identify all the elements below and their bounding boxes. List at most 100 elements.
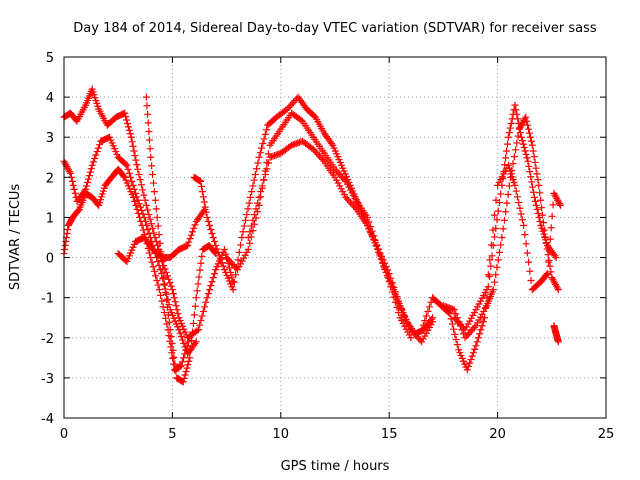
data-point xyxy=(297,116,305,124)
data-point xyxy=(351,204,359,212)
data-point xyxy=(176,329,184,337)
data-point xyxy=(189,328,197,336)
data-point xyxy=(407,334,415,342)
data-point xyxy=(206,286,214,294)
data-point xyxy=(545,256,553,264)
data-point xyxy=(464,330,472,338)
data-point xyxy=(331,165,339,173)
data-point xyxy=(517,133,525,141)
data-point xyxy=(416,336,424,344)
data-point xyxy=(531,197,539,205)
data-point xyxy=(220,246,228,254)
data-point xyxy=(544,251,552,259)
data-point xyxy=(523,154,531,162)
data-point xyxy=(506,124,514,132)
data-point xyxy=(364,213,372,221)
data-point xyxy=(511,181,519,189)
data-point xyxy=(198,252,206,260)
data-point xyxy=(460,324,468,332)
data-point xyxy=(450,306,458,314)
data-point xyxy=(504,140,512,148)
data-point xyxy=(145,229,153,237)
data-point xyxy=(204,217,212,225)
data-point xyxy=(180,374,188,382)
data-point xyxy=(343,195,351,203)
data-point xyxy=(548,212,556,220)
data-point xyxy=(336,170,344,178)
data-point xyxy=(452,315,460,323)
data-point xyxy=(350,202,358,210)
data-point xyxy=(158,297,166,305)
data-point xyxy=(554,286,562,294)
y-tick-label: 4 xyxy=(46,91,54,106)
data-point xyxy=(311,147,319,155)
data-point xyxy=(519,140,527,148)
data-point xyxy=(513,139,521,147)
data-point xyxy=(387,283,395,291)
data-point xyxy=(365,218,373,226)
data-point xyxy=(368,227,376,235)
data-point xyxy=(137,181,145,189)
data-point xyxy=(529,147,537,155)
data-point xyxy=(467,356,475,364)
data-point xyxy=(472,342,480,350)
data-point xyxy=(425,303,433,311)
data-point xyxy=(157,291,165,299)
data-point xyxy=(530,188,538,196)
plot-frame xyxy=(63,56,607,419)
data-point xyxy=(476,330,484,338)
data-point xyxy=(219,262,227,270)
data-point xyxy=(191,302,199,310)
data-point xyxy=(514,132,522,140)
data-point xyxy=(398,305,406,313)
data-point xyxy=(148,258,156,266)
data-point xyxy=(63,229,71,237)
data-point xyxy=(181,371,189,379)
data-point xyxy=(122,160,130,168)
data-point xyxy=(165,275,173,283)
data-point xyxy=(203,294,211,302)
data-point xyxy=(525,162,533,170)
data-point xyxy=(333,167,341,175)
data-point xyxy=(535,181,543,189)
data-point xyxy=(138,221,146,229)
data-point xyxy=(461,334,469,342)
data-point xyxy=(67,169,75,177)
data-point xyxy=(453,317,461,325)
data-point xyxy=(148,162,156,170)
data-point xyxy=(204,290,212,298)
data-point xyxy=(522,150,530,158)
data-point xyxy=(509,160,517,168)
data-point xyxy=(540,226,548,234)
data-point xyxy=(68,177,76,185)
data-point xyxy=(493,263,501,271)
data-point xyxy=(382,268,390,276)
data-point xyxy=(157,248,165,256)
data-point xyxy=(244,205,252,213)
data-point xyxy=(289,98,297,106)
data-point xyxy=(158,256,166,264)
data-point xyxy=(445,309,453,317)
data-point xyxy=(124,165,132,173)
data-point xyxy=(139,186,147,194)
data-point xyxy=(155,262,163,270)
data-point xyxy=(528,141,536,149)
data-point xyxy=(130,147,138,155)
data-point xyxy=(543,270,551,278)
data-point xyxy=(199,307,207,315)
data-point xyxy=(185,238,193,246)
data-point xyxy=(524,157,532,165)
data-point xyxy=(495,248,503,256)
data-point xyxy=(186,354,194,362)
x-tick-label: 10 xyxy=(273,427,290,442)
series-track-l xyxy=(550,322,562,346)
data-point xyxy=(247,233,255,241)
data-point xyxy=(128,138,136,146)
data-point xyxy=(88,161,96,169)
data-point xyxy=(520,221,528,229)
data-point xyxy=(393,303,401,311)
data-point xyxy=(467,327,475,335)
data-point xyxy=(486,272,494,280)
data-point xyxy=(136,213,144,221)
data-point xyxy=(532,201,540,209)
